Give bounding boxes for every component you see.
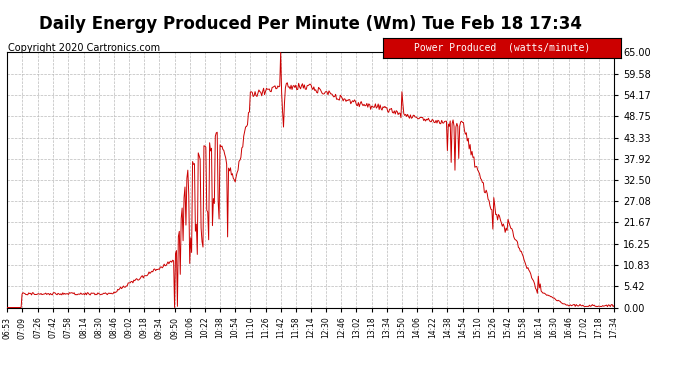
Text: Power Produced  (watts/minute): Power Produced (watts/minute) (414, 43, 590, 53)
Text: Daily Energy Produced Per Minute (Wm) Tue Feb 18 17:34: Daily Energy Produced Per Minute (Wm) Tu… (39, 15, 582, 33)
Text: Copyright 2020 Cartronics.com: Copyright 2020 Cartronics.com (8, 43, 160, 53)
